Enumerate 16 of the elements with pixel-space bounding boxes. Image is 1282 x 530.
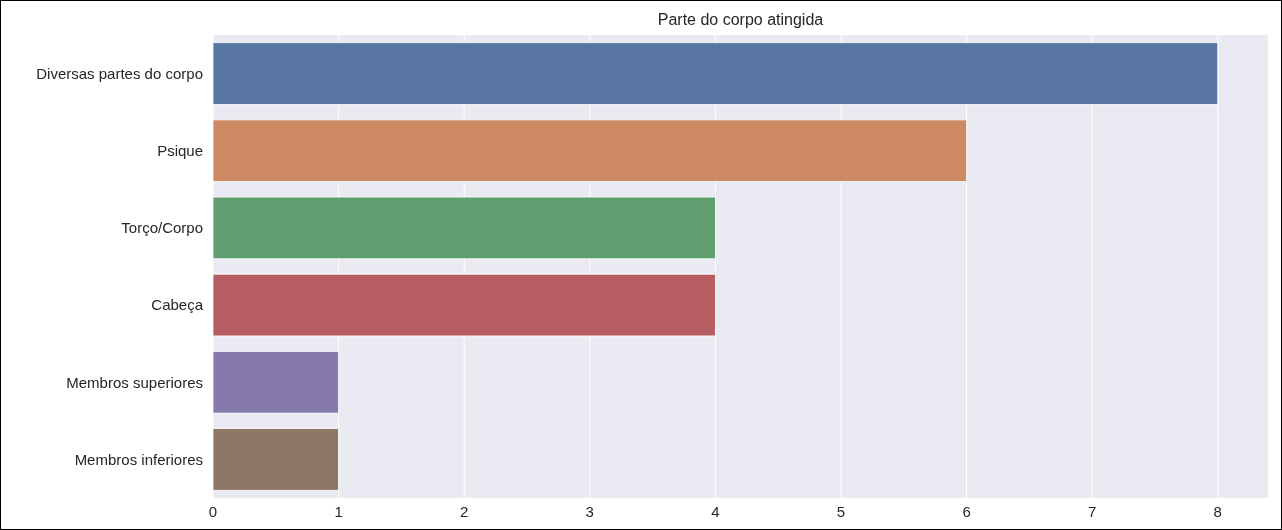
x-tick-label: 5 bbox=[836, 503, 846, 520]
x-tick-label: 1 bbox=[334, 503, 343, 520]
chart-title: Parte do corpo atingida bbox=[657, 11, 824, 28]
x-tick-label: 6 bbox=[962, 503, 971, 520]
x-tick-label: 4 bbox=[711, 503, 720, 520]
x-tick-label: 2 bbox=[460, 503, 469, 520]
y-tick-label: Diversas partes do corpo bbox=[36, 64, 203, 82]
x-tick-label: 0 bbox=[208, 503, 218, 520]
y-tick-label: Cabeça bbox=[151, 296, 204, 314]
y-tick-label: Psique bbox=[157, 142, 203, 159]
y-tick-label: Membros superiores bbox=[66, 373, 203, 391]
x-tick-label: 8 bbox=[1213, 503, 1222, 520]
y-tick-label: Torço/Corpo bbox=[121, 219, 203, 237]
x-tick-label: 3 bbox=[585, 503, 594, 520]
y-tick-label: Membros inferiores bbox=[74, 450, 203, 468]
x-tick-label: 7 bbox=[1087, 503, 1097, 520]
